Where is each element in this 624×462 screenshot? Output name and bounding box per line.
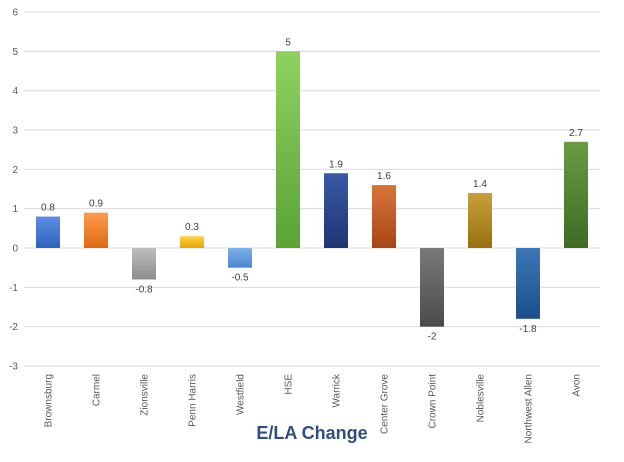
- data-label: -2: [428, 332, 437, 343]
- bar-penn-harris: [180, 236, 204, 248]
- gridlines: [24, 11, 600, 367]
- bar-westfield: [228, 248, 252, 268]
- data-label: 2.7: [569, 128, 583, 139]
- y-tick-label: -2: [9, 322, 18, 333]
- data-label: 1.4: [473, 179, 487, 190]
- bar-zionsville: [132, 248, 156, 280]
- y-tick-label: 0: [12, 244, 18, 255]
- bar-warrick: [324, 173, 348, 248]
- x-category-label: Avon: [572, 374, 583, 397]
- bar-northwest-allen: [516, 248, 540, 319]
- x-category-label: Westfield: [236, 374, 247, 415]
- y-tick-label: 3: [12, 126, 18, 137]
- data-label: 0.3: [185, 222, 199, 233]
- data-label: -0.5: [231, 273, 249, 284]
- data-labels: 0.8 0.9 -0.8 0.3 -0.5 5 1.9 1.6 -2 1.4 -1.8 2.7: [41, 37, 583, 342]
- data-label: 5: [285, 37, 291, 48]
- data-label: -0.8: [135, 284, 153, 295]
- y-tick-label: 2: [12, 165, 18, 176]
- y-tick-label: 5: [12, 47, 18, 58]
- x-category-label: Noblesville: [476, 374, 487, 423]
- bars: [36, 51, 588, 327]
- x-category-label: Penn Harris: [188, 374, 199, 427]
- bar-center-grove: [372, 185, 396, 248]
- bar-noblesville: [468, 192, 492, 248]
- data-label: 1.9: [329, 159, 343, 170]
- y-tick-label: 1: [12, 204, 18, 215]
- chart-title: E/LA Change: [256, 423, 367, 443]
- x-category-label: Warrick: [332, 373, 343, 408]
- y-tick-label: 4: [12, 86, 18, 97]
- x-category-label: Zionsville: [140, 374, 151, 416]
- bar-hse: [276, 51, 300, 249]
- y-tick-label: -1: [9, 283, 18, 294]
- y-axis-tick-labels: -3 -2 -1 0 1 2 3 4 5 6: [9, 8, 18, 373]
- data-label: 0.8: [41, 203, 55, 214]
- x-category-label: Carmel: [92, 374, 103, 406]
- data-label: 0.9: [89, 199, 103, 210]
- data-label: 1.6: [377, 171, 391, 182]
- x-category-label: Northwest Allen: [524, 374, 535, 443]
- y-tick-label: -3: [9, 362, 18, 373]
- x-category-label: HSE: [284, 374, 295, 395]
- bar-carmel: [84, 212, 108, 248]
- x-category-label: Crown Point: [428, 374, 439, 429]
- bar-crown-point: [420, 248, 444, 327]
- x-axis-category-labels: Brownsburg Carmel Zionsville Penn Harris Wes…: [44, 373, 583, 443]
- x-category-label: Brownsburg: [44, 374, 55, 427]
- bar-avon: [564, 141, 588, 248]
- y-tick-label: 6: [12, 8, 18, 19]
- x-category-label: Center Grove: [380, 374, 391, 434]
- bar-brownsburg: [36, 216, 60, 248]
- data-label: -1.8: [519, 324, 537, 335]
